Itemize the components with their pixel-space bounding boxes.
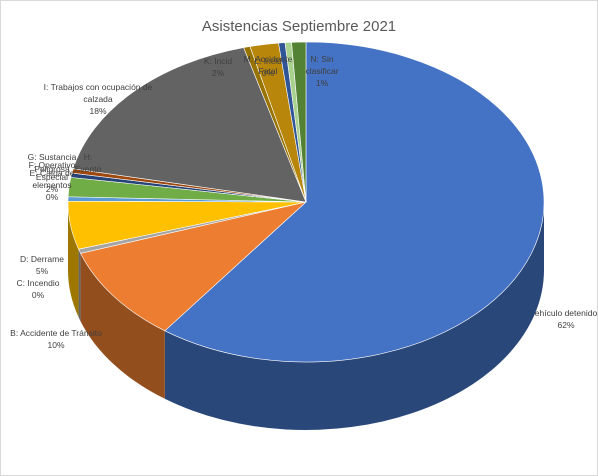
pie-slice-2[interactable] — [80, 201, 308, 332]
pie-side-4 — [68, 202, 79, 318]
data-label-3: C: Incendio 0% — [17, 278, 60, 300]
data-label-13: M: Accidente Fatal — [244, 54, 293, 76]
pie-side-3 — [78, 249, 81, 322]
data-label-12: L: Incid 0% — [254, 56, 282, 78]
pie-side-2 — [80, 253, 165, 399]
data-label-4: D: Derrame 5% — [20, 254, 64, 276]
data-label-14: N: Sin clasificar 1% — [305, 54, 338, 88]
data-label-1: ehículo detenido 62% — [535, 308, 598, 330]
pie-slice-14[interactable] — [291, 41, 307, 203]
data-label-6: F: Operativo Especial 2% — [29, 160, 76, 194]
data-label-2: B: Accidente de Tránsito 10% — [10, 328, 102, 350]
data-label-9: I: Trabajos con ocupación de calzada 18% — [44, 82, 153, 116]
chart-title: Asistencias Septiembre 2021 — [201, 18, 397, 35]
pie-side-layer — [68, 202, 544, 430]
pie-side-1 — [164, 202, 544, 430]
data-label-11: K: Incid 2% — [204, 56, 233, 78]
data-label-5: E: Caída de elementos 0% — [30, 168, 75, 202]
data-label-7: G: Sustancia Peligrosa — [28, 152, 77, 174]
data-labels: ehículo detenido 62% B: Accidente de Tráns… — [10, 54, 597, 350]
pie-slice-9[interactable] — [72, 47, 307, 203]
pie-slice-1[interactable] — [164, 41, 545, 363]
data-label-8: H: Evento — [75, 152, 102, 174]
pie-top-layer — [67, 41, 545, 363]
